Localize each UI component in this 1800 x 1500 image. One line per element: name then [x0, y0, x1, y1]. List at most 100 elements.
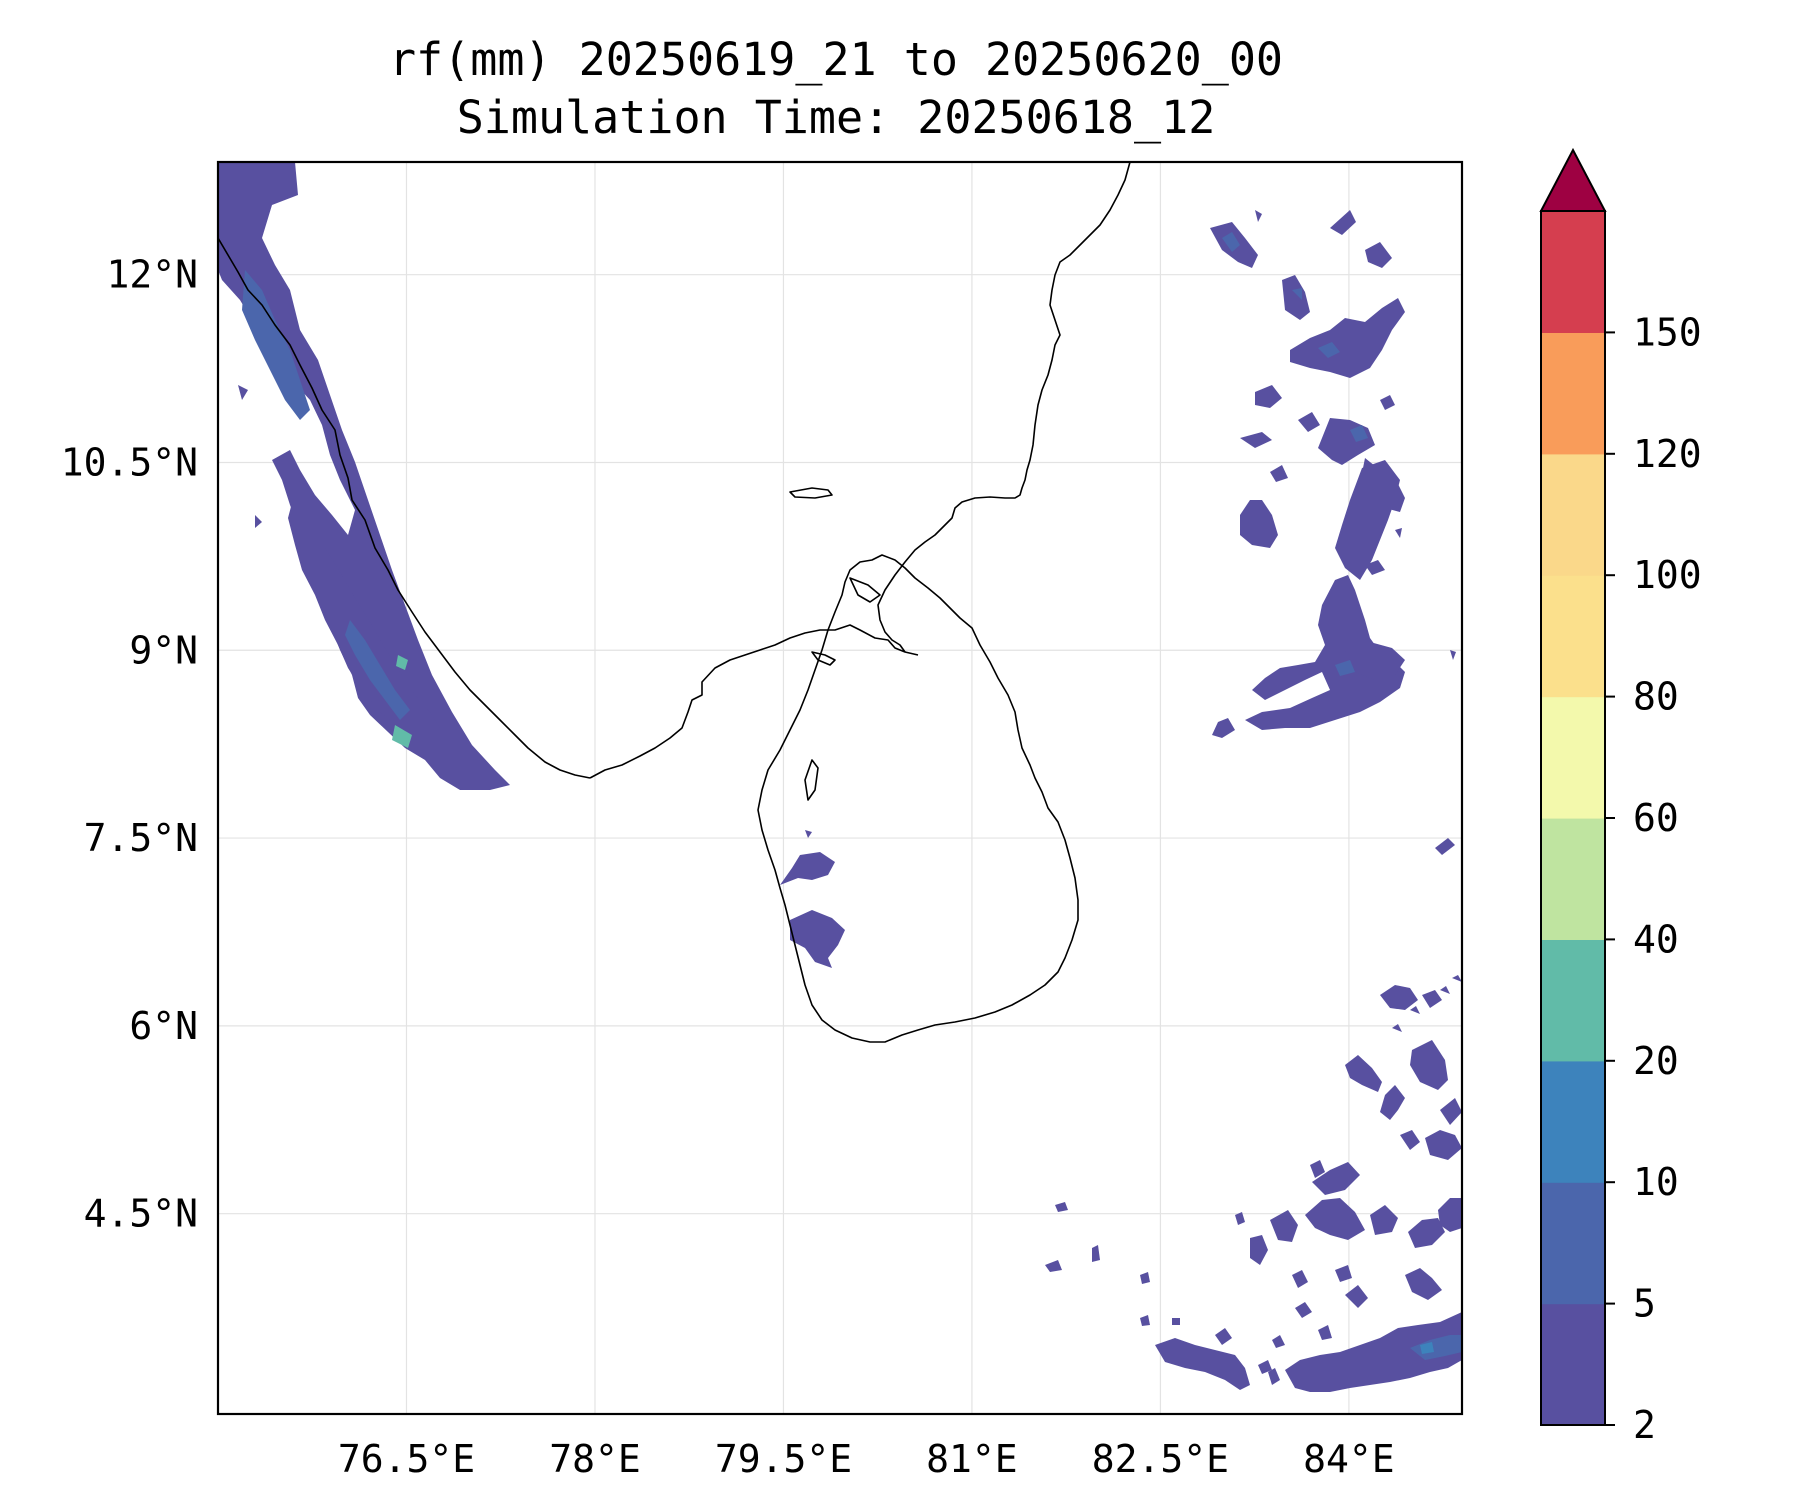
coastline-india-east — [877, 162, 1131, 653]
rain-patch-se-11 — [1270, 1210, 1298, 1242]
colorbar-tick-label: 40 — [1633, 917, 1679, 961]
rain-patch-se-15 — [1438, 1198, 1462, 1232]
rain-patch-ne-bay-13 — [1240, 500, 1278, 548]
lat-tick-label: 4.5°N — [84, 1192, 198, 1236]
rain-patch-west-coast-offshore — [288, 480, 440, 740]
rain-patch-se-3 — [1380, 1085, 1405, 1120]
colorbar: 2 5 10 20 40 60 80 100 120 150 — [1539, 147, 1702, 1447]
rain-patch-se-10 — [1305, 1198, 1365, 1240]
rain-patch-west-small-2 — [255, 515, 262, 528]
rain-patch-south-small-2 — [1225, 1370, 1235, 1382]
colorbar-tick-label: 100 — [1633, 553, 1702, 597]
lat-tick-label: 10.5°N — [61, 440, 198, 484]
rain-patch-ne-bay-4 — [1365, 242, 1392, 268]
rain-patch-ne-bay-11 — [1270, 465, 1288, 482]
rain-patch-se-32 — [1258, 1360, 1272, 1374]
rain-patch-se-12 — [1310, 1160, 1325, 1178]
rain-patch-ne-bay-core-4 — [1335, 660, 1355, 676]
rain-patch-se-31 — [1318, 1325, 1332, 1340]
rain-patch-ne-bay-5 — [1282, 275, 1310, 320]
colorbar-tick-label: 150 — [1633, 310, 1702, 354]
lon-tick-label: 84°E — [1303, 1437, 1395, 1481]
coastline-india-west — [218, 237, 591, 779]
rain-patch-ne-bay-core-2 — [1318, 342, 1340, 358]
rain-patch-se-16 — [1250, 1235, 1268, 1265]
coastline-puttalam — [804, 759, 819, 801]
lon-tick-label: 79.5°E — [715, 1437, 852, 1481]
colorbar-segment — [1541, 1060, 1605, 1183]
rain-patch-se-4 — [1400, 1130, 1420, 1150]
lat-tick-label: 6°N — [129, 1004, 198, 1048]
rain-patch-ne-bay-3 — [1330, 210, 1356, 235]
colorbar-tick-label: 2 — [1633, 1403, 1656, 1447]
rain-patch-se-17 — [1235, 1212, 1245, 1225]
rain-patch-ne-bay-7 — [1255, 385, 1282, 408]
rain-patch-west-coast-high — [392, 725, 412, 748]
longitude-ticks: 76.5°E 78°E 79.5°E 81°E 82.5°E 84°E — [338, 1437, 1395, 1481]
rain-patch-ne-bay-10 — [1240, 432, 1272, 448]
rain-patch-ne-bay-8 — [1298, 412, 1320, 432]
coastline-sri-lanka — [757, 554, 1079, 1043]
rain-patch-ne-bay-20 — [1395, 528, 1402, 538]
colorbar-extend-arrow — [1539, 147, 1607, 212]
colorbar-segment — [1541, 818, 1605, 940]
rain-patch-se-26 — [1140, 1272, 1150, 1284]
colorbar-segment — [1541, 1303, 1605, 1426]
colorbar-segment — [1541, 332, 1605, 455]
rain-patch-west-coast-core — [242, 270, 310, 420]
map-panel: 76.5°E 78°E 79.5°E 81°E 82.5°E 84°E 12°N 10.5°… — [61, 160, 1464, 1481]
coastline-palk-islands — [789, 487, 833, 499]
colorbar-segment — [1541, 696, 1605, 819]
rain-patch-se-8 — [1380, 985, 1418, 1010]
rain-patch-se-18 — [1292, 1270, 1308, 1288]
rain-patch-ne-bay-16 — [1345, 642, 1405, 680]
rain-patch-se-21 — [1345, 1285, 1368, 1308]
coastline-mannar-island — [811, 651, 836, 666]
rain-patch-se-30 — [1272, 1335, 1285, 1348]
lon-tick-label: 76.5°E — [338, 1437, 475, 1481]
coastline-jaffna-lagoon — [849, 577, 881, 603]
lon-tick-label: 82.5°E — [1092, 1437, 1229, 1481]
rain-patch-south-band — [1155, 1338, 1250, 1390]
colorbar-tick-label: 120 — [1633, 432, 1702, 476]
rain-patch-south-small-1 — [1268, 1368, 1280, 1385]
lat-tick-label: 12°N — [106, 253, 198, 297]
rain-patch-se-9 — [1312, 1162, 1360, 1195]
rain-patch-se-7 — [1422, 990, 1442, 1008]
rain-patch-se-14 — [1408, 1218, 1445, 1248]
rain-patch-se-1 — [1410, 1040, 1448, 1090]
rain-patch-west-coast-core-2 — [345, 620, 410, 720]
colorbar-tick-label: 80 — [1633, 675, 1679, 719]
rain-patch-se-27 — [1140, 1315, 1150, 1326]
rain-patch-se-24 — [1045, 1260, 1062, 1272]
colorbar-segment — [1541, 575, 1605, 698]
rain-patch-srilanka-west-2 — [790, 910, 845, 968]
rain-patch-se-2 — [1345, 1055, 1382, 1092]
rain-patch-se-6 — [1425, 1130, 1462, 1160]
rain-patch-south-band-high — [1420, 1342, 1434, 1354]
rain-patch-srilanka-west-1 — [780, 852, 835, 885]
rain-patch-ne-bay-14 — [1335, 460, 1400, 580]
rain-patch-se-29 — [1215, 1328, 1232, 1345]
rain-patch-ne-bay-2 — [1255, 210, 1262, 222]
rain-patch-se-19 — [1335, 1265, 1352, 1282]
lat-tick-label: 9°N — [129, 628, 198, 672]
rain-patch-ne-bay-core-3 — [1350, 425, 1368, 442]
colorbar-segment — [1541, 453, 1605, 576]
rain-patch-se-22 — [1295, 1302, 1312, 1318]
rainfall-contours — [218, 162, 1462, 1392]
colorbar-tick-label: 20 — [1633, 1039, 1679, 1083]
rain-patch-south-band-2 — [1285, 1312, 1462, 1392]
rain-patch-se-13 — [1370, 1205, 1398, 1235]
lon-tick-label: 78°E — [549, 1437, 641, 1481]
map-title-line-2: Simulation Time: 20250618_12 — [457, 91, 1216, 144]
rain-patch-west-small-1 — [238, 385, 248, 400]
rain-patch-ne-bay-18 — [1365, 560, 1385, 575]
map-frame — [216, 160, 1464, 1416]
rain-patch-east-specks — [1392, 975, 1462, 1032]
rain-patch-ne-edge — [1450, 650, 1456, 660]
rain-patch-ne-bay-6 — [1290, 298, 1405, 378]
rain-patch-se-20 — [1405, 1268, 1442, 1300]
colorbar-segment — [1541, 939, 1605, 1062]
